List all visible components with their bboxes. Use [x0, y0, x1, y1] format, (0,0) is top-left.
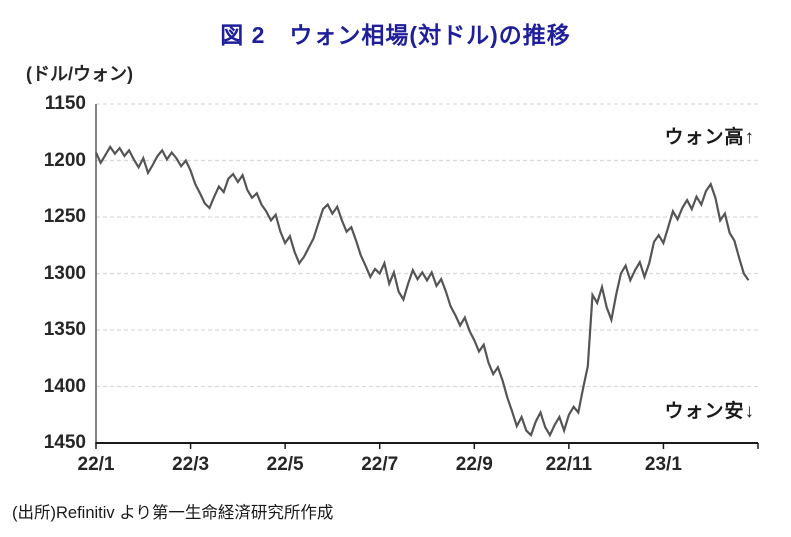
- price-line: [95, 144, 750, 438]
- chart-title: 図 2 ウォン相場(対ドル)の推移: [220, 22, 571, 48]
- source-note: (出所)Refinitiv より第一生命経済研究所作成: [12, 504, 334, 522]
- y-axis-unit-label: (ドル/ウォン): [26, 64, 133, 84]
- won-strong-annotation: ウォン高↑: [664, 127, 755, 148]
- won-weak-annotation: ウォン安↓: [664, 401, 755, 422]
